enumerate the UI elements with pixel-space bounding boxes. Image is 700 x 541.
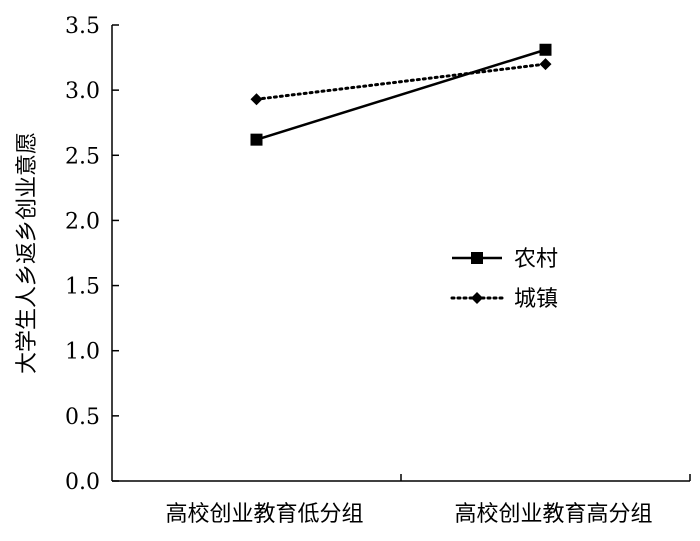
- series-1: [250, 43, 552, 146]
- y-tick-label: 1.0: [65, 340, 100, 365]
- legend-entry: 城镇: [450, 287, 558, 312]
- data-point: [539, 43, 552, 56]
- y-tick-label: 0.5: [65, 405, 100, 430]
- legend-label: 城镇: [514, 287, 558, 312]
- x-ticks: 高校创业教育低分组 高校创业教育高分组: [165, 474, 691, 527]
- data-point: [250, 133, 263, 146]
- y-tick-label: 1.5: [65, 275, 100, 300]
- series-line: [256, 48, 546, 141]
- y-axis-title: 大学生人乡返乡创业意愿: [15, 132, 40, 374]
- y-tick-label: 3.0: [65, 79, 100, 104]
- data-point: [250, 93, 263, 106]
- y-ticks: 0.0 0.5 1.0 1.5 2.0 2.5 3.0 3.5: [65, 14, 119, 495]
- series-line: [255, 62, 547, 101]
- y-tick-label: 2.0: [65, 209, 100, 234]
- y-tick-label: 2.5: [65, 144, 100, 169]
- x-category-label: 高校创业教育高分组: [454, 502, 652, 527]
- legend-marker: [471, 252, 483, 264]
- x-category-label: 高校创业教育低分组: [165, 502, 363, 527]
- data-point: [539, 58, 552, 71]
- series-2: [250, 58, 552, 106]
- legend-entry: 农村: [452, 247, 558, 272]
- legend-label: 农村: [514, 247, 558, 272]
- y-tick-label: 3.5: [65, 14, 100, 39]
- legend-marker: [471, 292, 483, 304]
- series-layer: [250, 43, 552, 146]
- y-tick-label: 0.0: [65, 470, 100, 495]
